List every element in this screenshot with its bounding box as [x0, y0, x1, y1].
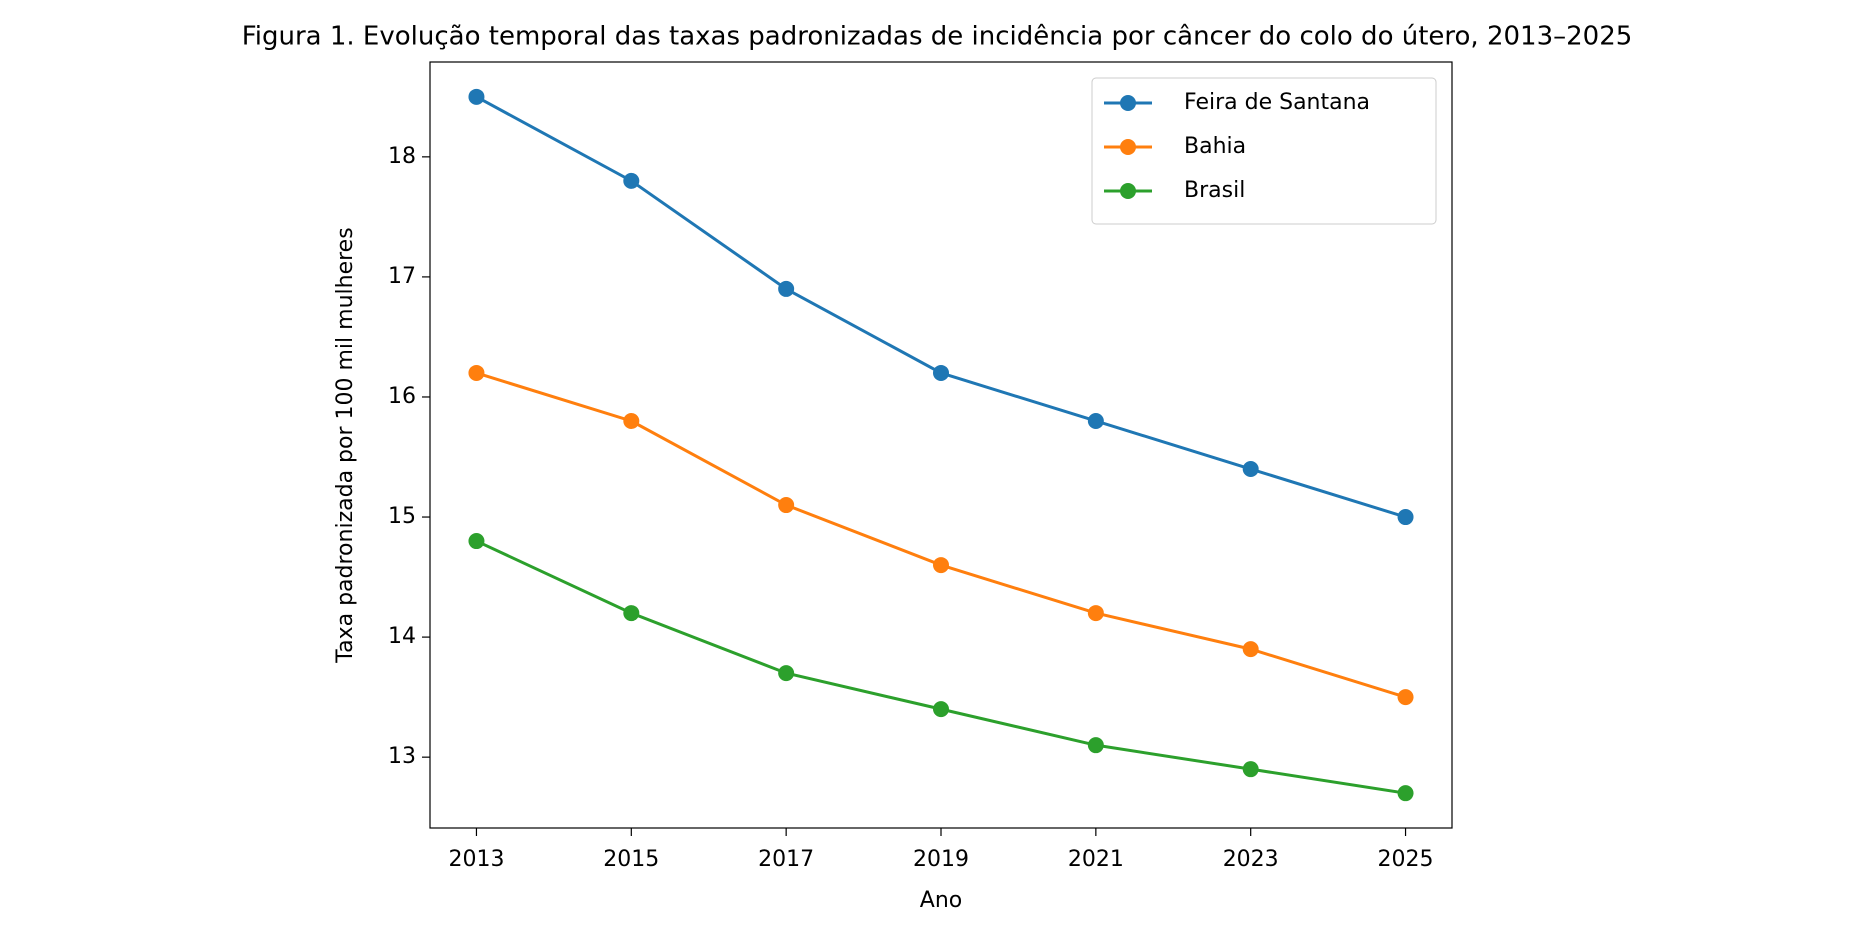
- y-axis-label: Taxa padronizada por 100 mil mulheres: [333, 227, 358, 663]
- y-tick-label: 14: [388, 624, 416, 649]
- y-tick-label: 15: [388, 504, 416, 529]
- data-point: [1087, 737, 1104, 754]
- data-point: [1397, 785, 1414, 802]
- series-line: [476, 371, 1406, 699]
- data-point: [1087, 412, 1104, 429]
- x-axis-label: Ano: [920, 888, 962, 913]
- data-point: [933, 557, 949, 574]
- data-point: [468, 88, 485, 105]
- legend-label: Feira de Santana: [1184, 90, 1370, 115]
- data-point: [778, 280, 795, 297]
- data-point: [778, 497, 795, 514]
- legend-label: Brasil: [1184, 178, 1245, 203]
- data-point: [468, 533, 485, 550]
- data-point: [1397, 689, 1414, 706]
- series-line: [475, 539, 1406, 795]
- data-point: [623, 605, 640, 622]
- data-point: [468, 364, 485, 381]
- legend-marker: [1120, 139, 1136, 155]
- legend-label: Bahia: [1184, 134, 1246, 159]
- legend-box: [1091, 77, 1437, 225]
- chart-title: Figura 1. Evolução temporal das taxas pa…: [242, 22, 1633, 52]
- x-tick-label: 2025: [1378, 847, 1434, 872]
- data-point: [623, 412, 640, 429]
- y-tick-label: 18: [388, 144, 416, 169]
- x-tick-label: 2015: [603, 847, 659, 872]
- legend-marker: [1120, 95, 1136, 111]
- y-tick-label: 16: [388, 384, 416, 409]
- data-point: [933, 701, 949, 718]
- x-tick-label: 2017: [758, 847, 814, 872]
- x-tick-label: 2019: [913, 847, 969, 872]
- data-point: [1397, 509, 1414, 526]
- data-point: [1242, 461, 1259, 478]
- data-point: [933, 364, 949, 381]
- data-point: [1242, 761, 1259, 778]
- y-tick-label: 17: [388, 264, 416, 289]
- data-point: [1242, 641, 1259, 658]
- x-tick-label: 2013: [448, 847, 504, 872]
- legend-marker: [1120, 183, 1136, 199]
- x-tick-label: 2023: [1223, 847, 1279, 872]
- y-tick-label: 13: [388, 744, 416, 769]
- data-point: [778, 665, 795, 682]
- data-point: [1087, 605, 1104, 622]
- x-tick-label: 2021: [1068, 847, 1124, 872]
- plot-frame: [429, 61, 1453, 829]
- data-point: [623, 172, 640, 189]
